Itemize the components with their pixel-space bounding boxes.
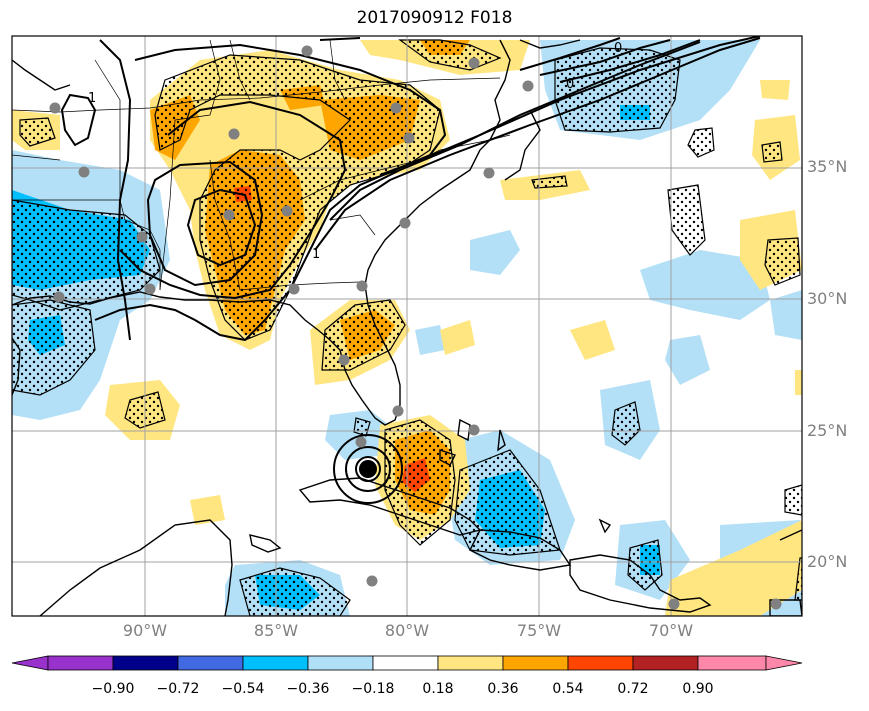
colorbar-tick-label: −0.36 [286,681,330,697]
colorbar-tick-label: −0.90 [91,681,135,697]
lon-label: 75°W [516,621,562,640]
contour-label: 0 [614,41,622,56]
chart-title: 2017090912 F018 [356,8,513,28]
colorbar-segment [242,655,309,671]
colorbar-segment [697,655,767,671]
lat-label: 35°N [807,157,848,176]
contour-label: 1 [312,247,320,262]
contour-lines [60,36,761,504]
lat-label: 25°N [807,421,848,440]
colorbar-tick-label: 0.90 [682,681,714,697]
colorbar-tick-label: 0.36 [487,681,519,697]
lon-label: 90°W [122,621,168,640]
map-frame [11,35,803,617]
colorbar-tick-label: 0.54 [552,681,584,697]
contour-label: 0 [566,77,574,92]
colorbar-segment [372,655,439,671]
station-markers [49,45,782,610]
colorbar-segment [437,655,504,671]
colorbar-segment [765,655,803,671]
colorbar-tick-label: 0.18 [422,681,454,697]
colorbar-segment [177,655,244,671]
lon-label: 85°W [253,621,299,640]
storm-center-marker [359,460,377,478]
contour-label: 1 [88,91,96,106]
stipple-regions [12,39,802,616]
lon-label: 80°W [384,621,430,640]
colorbar [11,655,803,671]
colorbar-tick-label: −0.18 [351,681,395,697]
colorbar-segment [112,655,179,671]
colorbar-segment [11,655,49,671]
lon-label: 70°W [648,621,694,640]
colorbar-tick-label: 0.72 [617,681,649,697]
lat-label: 30°N [807,289,848,308]
colorbar-segment [502,655,569,671]
map-panel: 1 1 0 0 [12,36,802,616]
colorbar-segment [567,655,634,671]
colorbar-segment [632,655,699,671]
contour-labels: 1 1 0 0 [88,41,622,262]
lat-label: 20°N [807,552,848,571]
colorbar-tick-label: −0.54 [221,681,265,697]
colorbar-segment [47,655,114,671]
colorbar-tick-label: −0.72 [156,681,200,697]
colorbar-segment [307,655,374,671]
